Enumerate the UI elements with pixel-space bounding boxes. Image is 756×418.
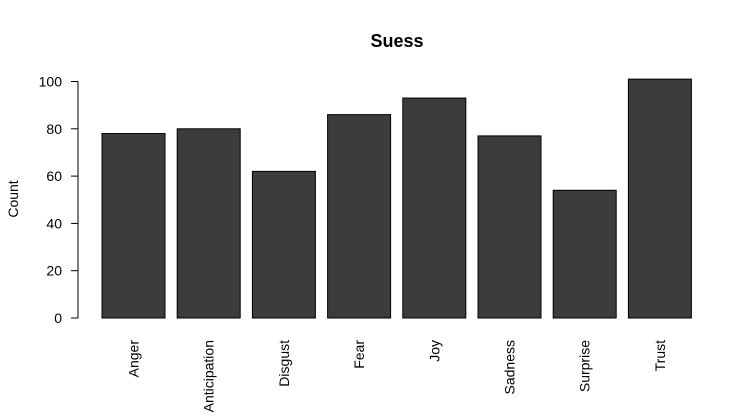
x-tick-label: Anger	[126, 340, 142, 378]
bar-fear	[327, 114, 392, 319]
x-tick-label: Anticipation	[201, 340, 217, 412]
y-axis-label: Count	[5, 180, 21, 217]
bar-anticipation	[176, 128, 241, 319]
x-tick-label: Disgust	[276, 340, 292, 387]
bars-group	[101, 78, 692, 319]
bar-trust	[627, 78, 692, 319]
x-tick-label: Joy	[426, 340, 442, 362]
y-tick-label: 60	[46, 168, 62, 184]
y-tick-label: 20	[46, 263, 62, 279]
y-axis: 0 20 40 60 80 100	[39, 74, 79, 326]
x-axis-labels: Anger Anticipation Disgust Fear Joy Sadness Su…	[126, 340, 668, 413]
x-tick-label: Sadness	[502, 340, 518, 394]
y-tick-label: 40	[46, 215, 62, 231]
bar-surprise	[552, 189, 617, 319]
bar-disgust	[251, 170, 316, 319]
y-tick-label: 80	[46, 121, 62, 137]
y-tick-label: 100	[39, 74, 63, 90]
chart-title: Suess	[370, 31, 423, 51]
x-tick-label: Fear	[351, 340, 367, 369]
bar-sadness	[477, 135, 542, 319]
x-tick-label: Surprise	[577, 340, 593, 392]
x-tick-label: Trust	[652, 340, 668, 371]
y-tick-label: 0	[54, 310, 62, 326]
bar-anger	[101, 133, 166, 319]
bar-joy	[402, 97, 467, 319]
